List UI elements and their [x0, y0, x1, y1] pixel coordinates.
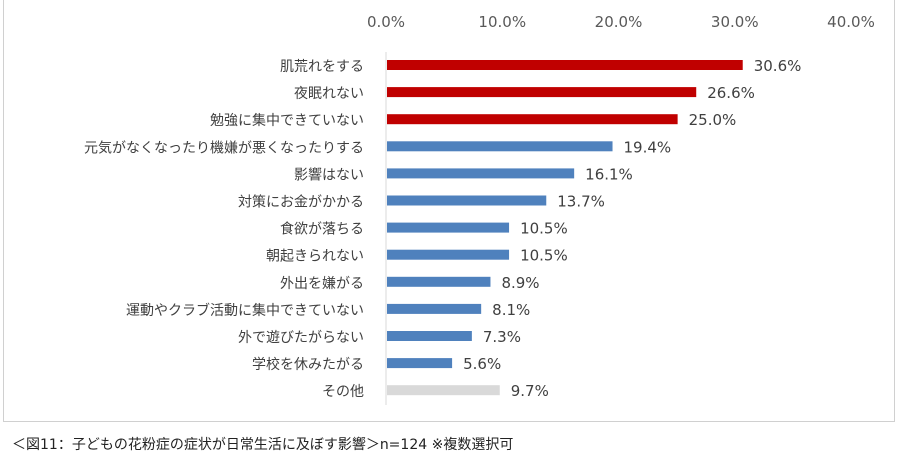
- bar: [387, 276, 491, 287]
- category-label: その他: [322, 384, 364, 400]
- data-label: 26.6%: [707, 84, 755, 102]
- category-label: 学校を休みたがる: [252, 356, 364, 373]
- category-label: 対策にお金がかかる: [238, 194, 364, 211]
- category-label: 運動やクラブ活動に集中できていない: [126, 302, 364, 319]
- data-label: 25.0%: [689, 111, 737, 129]
- data-label: 30.6%: [754, 57, 802, 75]
- category-label: 勉強に集中できていない: [210, 112, 364, 129]
- data-label: 8.1%: [492, 301, 530, 319]
- bar: [387, 303, 482, 314]
- data-label: 10.5%: [520, 220, 568, 238]
- bar: [387, 222, 510, 233]
- bar: [387, 385, 500, 396]
- bar: [387, 331, 472, 341]
- data-label: 16.1%: [585, 165, 633, 183]
- data-label: 19.4%: [624, 138, 672, 156]
- x-tick-label: 0.0%: [367, 13, 405, 31]
- bar: [387, 249, 510, 260]
- data-label: 13.7%: [557, 193, 605, 211]
- bar: [387, 114, 678, 125]
- category-label: 食欲が落ちる: [280, 221, 364, 238]
- bar: [387, 60, 743, 70]
- x-tick-label: 40.0%: [827, 13, 875, 31]
- category-label: 肌荒れをする: [280, 59, 364, 75]
- category-label: 夜眠れない: [294, 86, 364, 102]
- x-tick-label: 30.0%: [711, 13, 759, 31]
- bar: [387, 195, 547, 206]
- chart-caption: ＜図11：子どもの花粉症の症状が日常生活に及ぼす影響＞n=124 ※複数選択可: [12, 437, 514, 453]
- bar: [387, 358, 453, 369]
- category-label: 元気がなくなったり機嫌が悪くなったりする: [84, 140, 364, 156]
- category-label: 外出を嫌がる: [280, 276, 364, 292]
- category-label: 外で遊びたがらない: [238, 330, 364, 346]
- data-label: 8.9%: [501, 274, 539, 292]
- data-label: 7.3%: [483, 328, 521, 346]
- bar: [387, 87, 697, 98]
- category-label: 朝起きられない: [266, 249, 364, 265]
- bar: [387, 168, 575, 179]
- x-tick-label: 10.0%: [478, 13, 526, 31]
- x-tick-label: 20.0%: [595, 13, 643, 31]
- category-label: 影響はない: [294, 166, 364, 183]
- bar-chart: 0.0% 10.0% 20.0% 30.0% 40.0% 肌荒れをする 30.6% 夜眠れない…: [84, 13, 875, 405]
- data-label: 5.6%: [463, 355, 501, 373]
- bar: [387, 141, 613, 152]
- data-label: 9.7%: [511, 382, 549, 400]
- chart-frame: [3, 0, 895, 422]
- data-label: 10.5%: [520, 247, 568, 265]
